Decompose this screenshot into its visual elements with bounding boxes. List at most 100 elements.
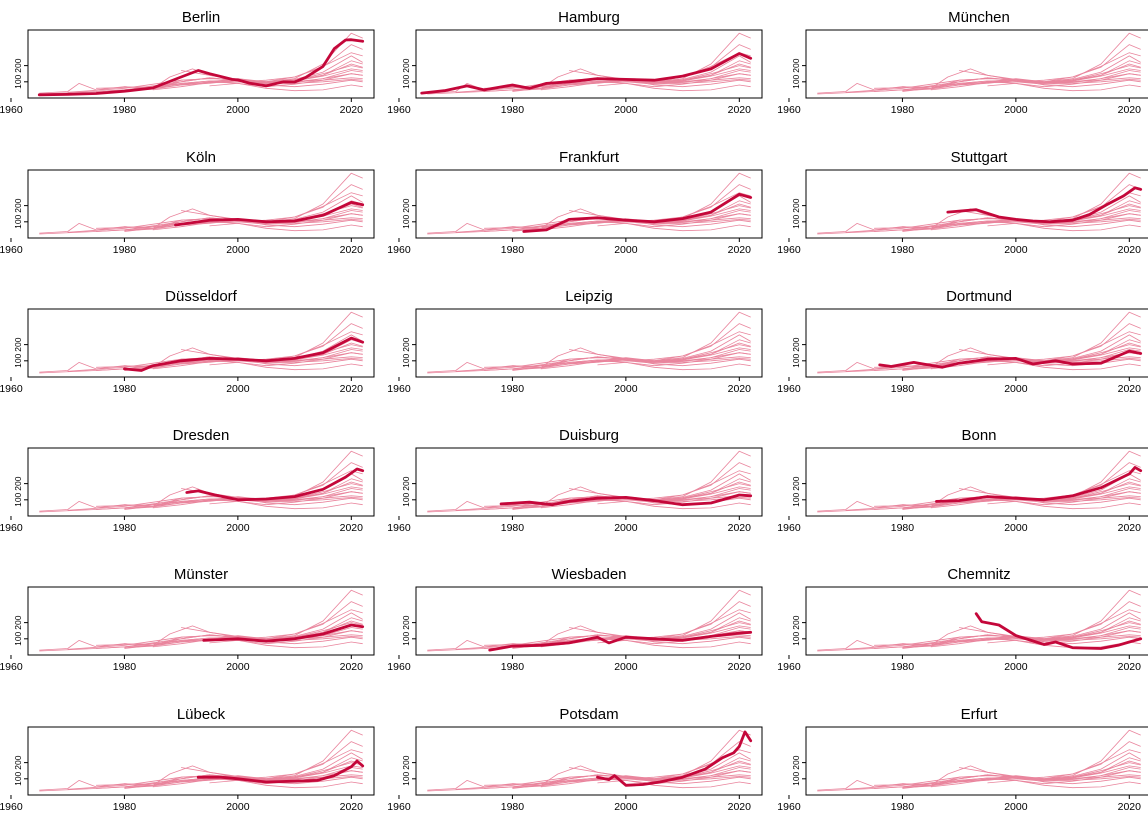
plot-frame — [27, 169, 375, 239]
x-tick-label: 2020 — [728, 104, 752, 116]
panel-duisburg: Duisburg 1960 1980 2000 2020 100 200 — [387, 427, 763, 534]
y-tick-label: 100 — [401, 214, 411, 228]
panel-title: Dresden — [173, 427, 230, 444]
highlight-series-line-münster — [202, 623, 365, 643]
x-tick-label: 2000 — [1004, 801, 1028, 813]
x-tick-label: 1980 — [501, 383, 525, 395]
panel-title: Chemnitz — [947, 566, 1010, 583]
y-tick-label: 100 — [791, 214, 801, 228]
y-tick-label: 100 — [791, 631, 801, 645]
panel-title: Hamburg — [558, 9, 620, 26]
y-tick-label: 100 — [13, 353, 23, 367]
background-series-line — [540, 762, 751, 786]
x-tick-label: 2000 — [1004, 661, 1028, 673]
background-series-line — [930, 622, 1141, 646]
highlight-series-line-potsdam — [596, 730, 753, 787]
x-tick-label: 2020 — [728, 801, 752, 813]
background-series-line — [930, 357, 1141, 370]
background-series-line — [817, 52, 1141, 94]
highlight-series-line-chemnitz — [974, 612, 1143, 650]
panel-hamburg: Hamburg 1960 1980 2000 2020 100 200 — [387, 9, 763, 116]
background-series-line — [987, 213, 1141, 228]
background-series-line — [209, 491, 363, 506]
background-series-line — [902, 495, 1141, 509]
x-tick-label: 1980 — [891, 522, 915, 534]
x-tick-label: 1960 — [0, 801, 23, 813]
plot-frame — [805, 726, 1148, 796]
x-tick-label: 1980 — [113, 104, 137, 116]
y-tick-label: 100 — [13, 492, 23, 506]
y-tick-label: 100 — [401, 74, 411, 88]
y-tick-label: 100 — [401, 771, 411, 785]
x-tick-label: 2020 — [1118, 661, 1142, 673]
x-tick-label: 2000 — [614, 801, 638, 813]
highlight-series-line-lübeck — [196, 759, 365, 784]
x-tick-label: 2020 — [728, 383, 752, 395]
x-tick-label: 2000 — [226, 104, 250, 116]
x-tick-label: 2000 — [226, 661, 250, 673]
panel-frankfurt: Frankfurt 1960 1980 2000 2020 100 200 — [387, 149, 763, 256]
plot-frame — [805, 447, 1148, 517]
x-tick-label: 2020 — [340, 522, 364, 534]
background-series-line — [987, 491, 1141, 506]
panel-title: Potsdam — [559, 706, 618, 723]
background-series-line — [597, 770, 751, 785]
x-tick-label: 2020 — [340, 801, 364, 813]
x-tick-label: 1980 — [113, 383, 137, 395]
plot-frame — [805, 29, 1148, 99]
background-series-line — [597, 73, 751, 88]
background-series-line — [209, 73, 363, 88]
background-series-line — [902, 625, 1141, 649]
plot-frame — [27, 447, 375, 517]
y-tick-label: 200 — [791, 476, 801, 490]
background-series-line — [817, 749, 1141, 791]
y-tick-label: 100 — [13, 631, 23, 645]
background-series-line — [930, 636, 1141, 648]
x-tick-label: 1960 — [387, 383, 411, 395]
background-series-line — [39, 192, 363, 234]
x-tick-label: 1980 — [501, 801, 525, 813]
panel-title: Stuttgart — [951, 149, 1009, 166]
background-series-line — [902, 774, 1141, 788]
x-tick-label: 2000 — [614, 661, 638, 673]
background-series-line — [512, 347, 751, 371]
panel-title: Berlin — [182, 9, 220, 26]
background-series-line — [124, 774, 363, 788]
x-tick-label: 1980 — [891, 801, 915, 813]
background-series-line — [39, 609, 363, 651]
background-series-line — [152, 205, 363, 229]
x-tick-label: 2000 — [226, 801, 250, 813]
background-series-line — [540, 357, 751, 370]
panel-bonn: Bonn 1960 1980 2000 2020 100 200 — [777, 427, 1148, 534]
x-tick-label: 1960 — [387, 661, 411, 673]
x-tick-label: 2000 — [226, 383, 250, 395]
x-tick-label: 1960 — [387, 801, 411, 813]
background-series-line — [209, 213, 363, 228]
background-series-line — [152, 762, 363, 786]
x-tick-label: 2020 — [1118, 104, 1142, 116]
x-tick-label: 1960 — [0, 522, 23, 534]
background-series-line — [512, 765, 751, 789]
x-tick-label: 2000 — [614, 522, 638, 534]
x-tick-label: 1960 — [387, 244, 411, 256]
y-tick-label: 100 — [791, 353, 801, 367]
x-tick-label: 1980 — [113, 801, 137, 813]
y-tick-label: 200 — [791, 58, 801, 72]
background-series-line — [902, 765, 1141, 789]
x-tick-label: 2020 — [728, 522, 752, 534]
plot-frame — [415, 29, 763, 99]
panel-chemnitz: Chemnitz 1960 1980 2000 2020 100 200 — [777, 566, 1148, 673]
panel-title: München — [948, 9, 1010, 26]
highlight-series-line-köln — [174, 200, 365, 227]
x-tick-label: 2000 — [614, 104, 638, 116]
x-tick-label: 1960 — [777, 801, 801, 813]
x-tick-label: 1980 — [891, 244, 915, 256]
panel-title: Düsseldorf — [165, 288, 238, 305]
background-series-line — [540, 79, 751, 91]
background-series-line — [124, 495, 363, 509]
background-series-line — [930, 762, 1141, 786]
background-series-line — [209, 630, 363, 645]
y-tick-label: 200 — [401, 755, 411, 769]
